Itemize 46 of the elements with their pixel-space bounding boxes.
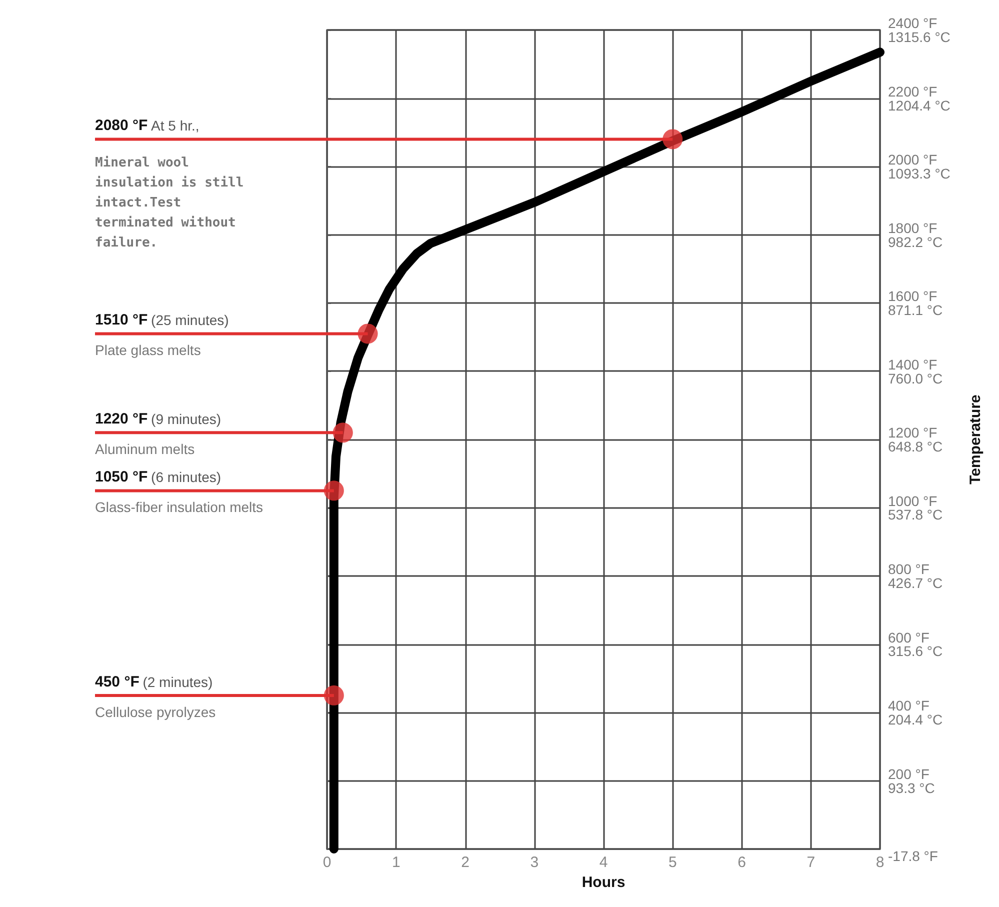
- annotation: 1050 °F (6 minutes): [95, 468, 222, 486]
- text: Aluminum melts: [95, 441, 195, 458]
- y-tick-label: 600 °F: [888, 629, 930, 646]
- y-tick-label: 2400 °F: [888, 15, 938, 31]
- y-tick-label: 200 °F: [888, 766, 930, 782]
- y2-tick-label: -17.8 °F: [888, 848, 938, 864]
- y2-tick-label: 426.7 °C: [888, 574, 943, 591]
- x-tick-label: 8: [876, 854, 884, 871]
- y-tick-label: 400 °F: [888, 698, 930, 714]
- x-tick-label: 2: [461, 854, 470, 871]
- x-tick-label: 0: [322, 854, 332, 871]
- annotation: 2080 °F At 5 hr.,: [95, 117, 200, 134]
- y-tick-label: 1000 °F: [888, 492, 938, 509]
- y-tick-label: 800 °F: [888, 561, 930, 577]
- y2-tick-label: 537.8 °C: [888, 506, 943, 523]
- x-tick-label: 3: [530, 854, 539, 871]
- x-tick-label: 6: [738, 854, 746, 871]
- text: Plate glass melts: [95, 342, 201, 358]
- y2-tick-label: 1204.4 °C: [888, 97, 950, 114]
- text: Glass-fiber insulation melts: [95, 499, 264, 516]
- y2-tick-label: 1315.6 °C: [888, 29, 950, 45]
- y2-tick-label: 93.3 °C: [888, 780, 935, 796]
- annotation: 1510 °F (25 minutes): [95, 312, 229, 329]
- y-tick-label: 1600 °F: [888, 288, 938, 304]
- x-tick-label: 4: [599, 854, 608, 871]
- x-tick-label: 1: [392, 854, 400, 871]
- text: Cellulose pyrolyzes: [95, 704, 216, 720]
- y2-tick-label: 204.4 °C: [888, 712, 943, 728]
- y-tick-label: 1200 °F: [888, 424, 938, 440]
- y-tick-label: 1800 °F: [888, 220, 938, 236]
- text: Mineral wool insulation is still intact.Test terminated without failure.: [95, 156, 252, 251]
- y2-axis-title: Temperature: [967, 394, 984, 484]
- y2-tick-label: 648.8 °C: [888, 438, 943, 455]
- y-tick-label: 1400 °F: [888, 356, 938, 372]
- y2-tick-label: 1093.3 °C: [888, 166, 950, 182]
- y2-tick-label: 760.0 °C: [888, 370, 943, 386]
- x-axis-title: Hours: [582, 874, 626, 891]
- y-tick-label: 2200 °F: [888, 83, 938, 100]
- x-tick-label: 7: [806, 854, 816, 871]
- annotation: 450 °F (2 minutes): [95, 673, 213, 690]
- y2-tick-label: 982.2 °C: [888, 234, 943, 250]
- y2-tick-label: 315.6 °C: [888, 643, 943, 660]
- y-tick-label: 2000 °F: [888, 152, 938, 168]
- y2-tick-label: 871.1 °C: [888, 302, 943, 318]
- x-tick-label: 5: [668, 854, 677, 871]
- annotation: 1220 °F (9 minutes): [95, 410, 222, 428]
